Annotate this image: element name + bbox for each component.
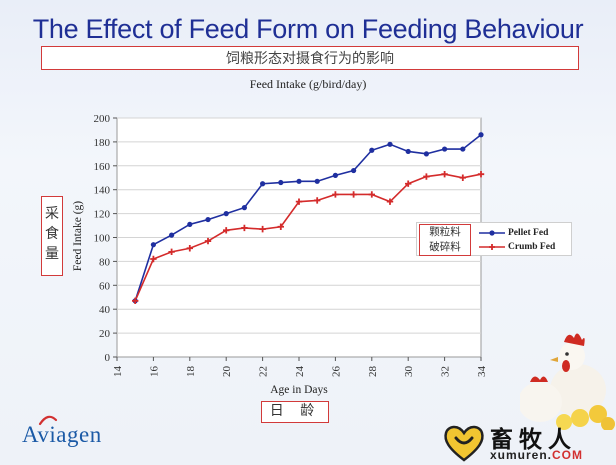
x-tick-label: 18 (185, 366, 197, 378)
data-point-crumb (277, 223, 284, 230)
data-point-pellet (442, 146, 448, 152)
data-point-crumb (477, 170, 485, 178)
y-axis-label-cn: 采食量 (41, 196, 63, 276)
data-point-crumb (423, 173, 430, 180)
data-point-crumb (186, 245, 193, 252)
x-tick-label: 32 (440, 366, 452, 377)
data-point-crumb (350, 191, 357, 198)
data-point-pellet (423, 151, 429, 157)
legend-item-crumb: Crumb Fed (479, 240, 555, 254)
y-tick-label: 20 (99, 328, 111, 340)
y-tick-label: 160 (94, 161, 111, 173)
y-tick-label: 140 (94, 185, 111, 197)
y-tick-label: 40 (99, 304, 111, 316)
y-tick-label: 200 (94, 113, 111, 125)
data-point-pellet (296, 178, 302, 184)
watermark-brand: 畜牧人 xumuren.COM (440, 420, 610, 464)
x-tick-label: 22 (258, 366, 270, 377)
y-tick-label: 100 (94, 233, 111, 245)
series-line-crumb (134, 173, 482, 302)
x-axis-label-cn: 日 龄 (261, 401, 329, 423)
data-point-pellet (405, 148, 411, 155)
legend-cn-crumb: 破碎料 (429, 241, 461, 253)
data-point-crumb (368, 191, 375, 198)
brand-url: xumuren.COM (490, 448, 583, 462)
data-point-crumb (132, 297, 139, 305)
data-point-crumb (332, 191, 339, 198)
chart-legend: 颗粒料 破碎料 Pellet Fed Crumb Fed (416, 222, 572, 256)
data-point-pellet (332, 172, 338, 178)
data-point-crumb (441, 170, 448, 178)
data-point-pellet (260, 181, 266, 187)
data-point-pellet (169, 232, 175, 238)
legend-label-pellet: Pellet Fed (508, 228, 549, 238)
data-point-pellet (278, 179, 284, 186)
data-point-pellet (205, 216, 211, 223)
legend-cn-pellet: 颗粒料 (429, 226, 461, 238)
data-point-crumb (259, 225, 266, 233)
y-axis-label-cn-text: 采食量 (45, 206, 59, 262)
x-tick-label: 30 (403, 366, 415, 378)
data-point-crumb (150, 255, 157, 263)
legend-item-pellet: Pellet Fed (479, 226, 548, 240)
data-point-pellet (150, 242, 156, 248)
data-point-crumb (314, 197, 321, 204)
data-point-pellet (187, 221, 193, 227)
axes: 0 20 40 60 80 100 120 140 160 180 200 14 16 18 20 22 24 2… (94, 113, 489, 377)
data-point-pellet (369, 147, 375, 153)
brand-name: 畜牧人 (490, 426, 577, 453)
series-line-pellet (134, 134, 482, 302)
data-point-pellet (478, 132, 484, 138)
legend-label-crumb: Crumb Fed (508, 242, 556, 252)
aviagen-logo: Aviagen (20, 415, 130, 454)
data-point-crumb (241, 224, 248, 232)
data-point-pellet (387, 141, 393, 147)
chicken-photo (520, 333, 615, 430)
x-tick-label: 24 (294, 366, 306, 378)
x-tick-label: 26 (330, 366, 342, 378)
y-axis-label: Feed Intake (g) (72, 201, 84, 271)
data-point-pellet (460, 146, 466, 152)
heart-logo-icon (444, 425, 484, 462)
data-point-pellet (314, 178, 320, 184)
data-point-crumb (459, 174, 466, 181)
x-tick-label: 16 (148, 366, 160, 378)
x-tick-label: 14 (112, 366, 124, 378)
data-point-crumb (204, 237, 212, 245)
y-tick-label: 180 (94, 137, 111, 149)
x-tick-label: 34 (476, 366, 488, 378)
logo-swoosh-icon (38, 415, 58, 426)
y-tick-label: 60 (99, 280, 111, 292)
data-point-pellet (223, 211, 229, 217)
brand-url-com: COM (552, 448, 584, 462)
chart-title: Feed Intake (g/bird/day) (249, 77, 367, 91)
data-point-pellet (351, 167, 357, 174)
legend-swatch-pellet (479, 230, 505, 236)
brand-url-main: xumuren. (490, 448, 553, 462)
subtitle-cn: 饲粮形态对摄食行为的影响 (41, 46, 579, 70)
data-point-pellet (241, 205, 247, 211)
data-point-crumb (386, 198, 394, 205)
logo-text: Aviagen (22, 422, 102, 447)
legend-swatch-crumb (479, 244, 505, 250)
y-tick-label: 80 (99, 256, 111, 268)
y-tick-label: 0 (105, 352, 111, 364)
slide-title: The Effect of Feed Form on Feeding Behav… (32, 14, 584, 44)
data-point-crumb (295, 198, 303, 205)
y-tick-label: 120 (94, 209, 111, 221)
data-point-crumb (168, 248, 175, 256)
x-tick-label: 20 (221, 366, 233, 378)
series-layer (132, 132, 485, 305)
data-point-crumb (405, 180, 412, 187)
x-tick-label: 28 (367, 366, 379, 378)
data-point-crumb (223, 227, 230, 234)
legend-cn-box: 颗粒料 破碎料 (419, 224, 471, 256)
x-axis-label: Age in Days (270, 384, 328, 396)
